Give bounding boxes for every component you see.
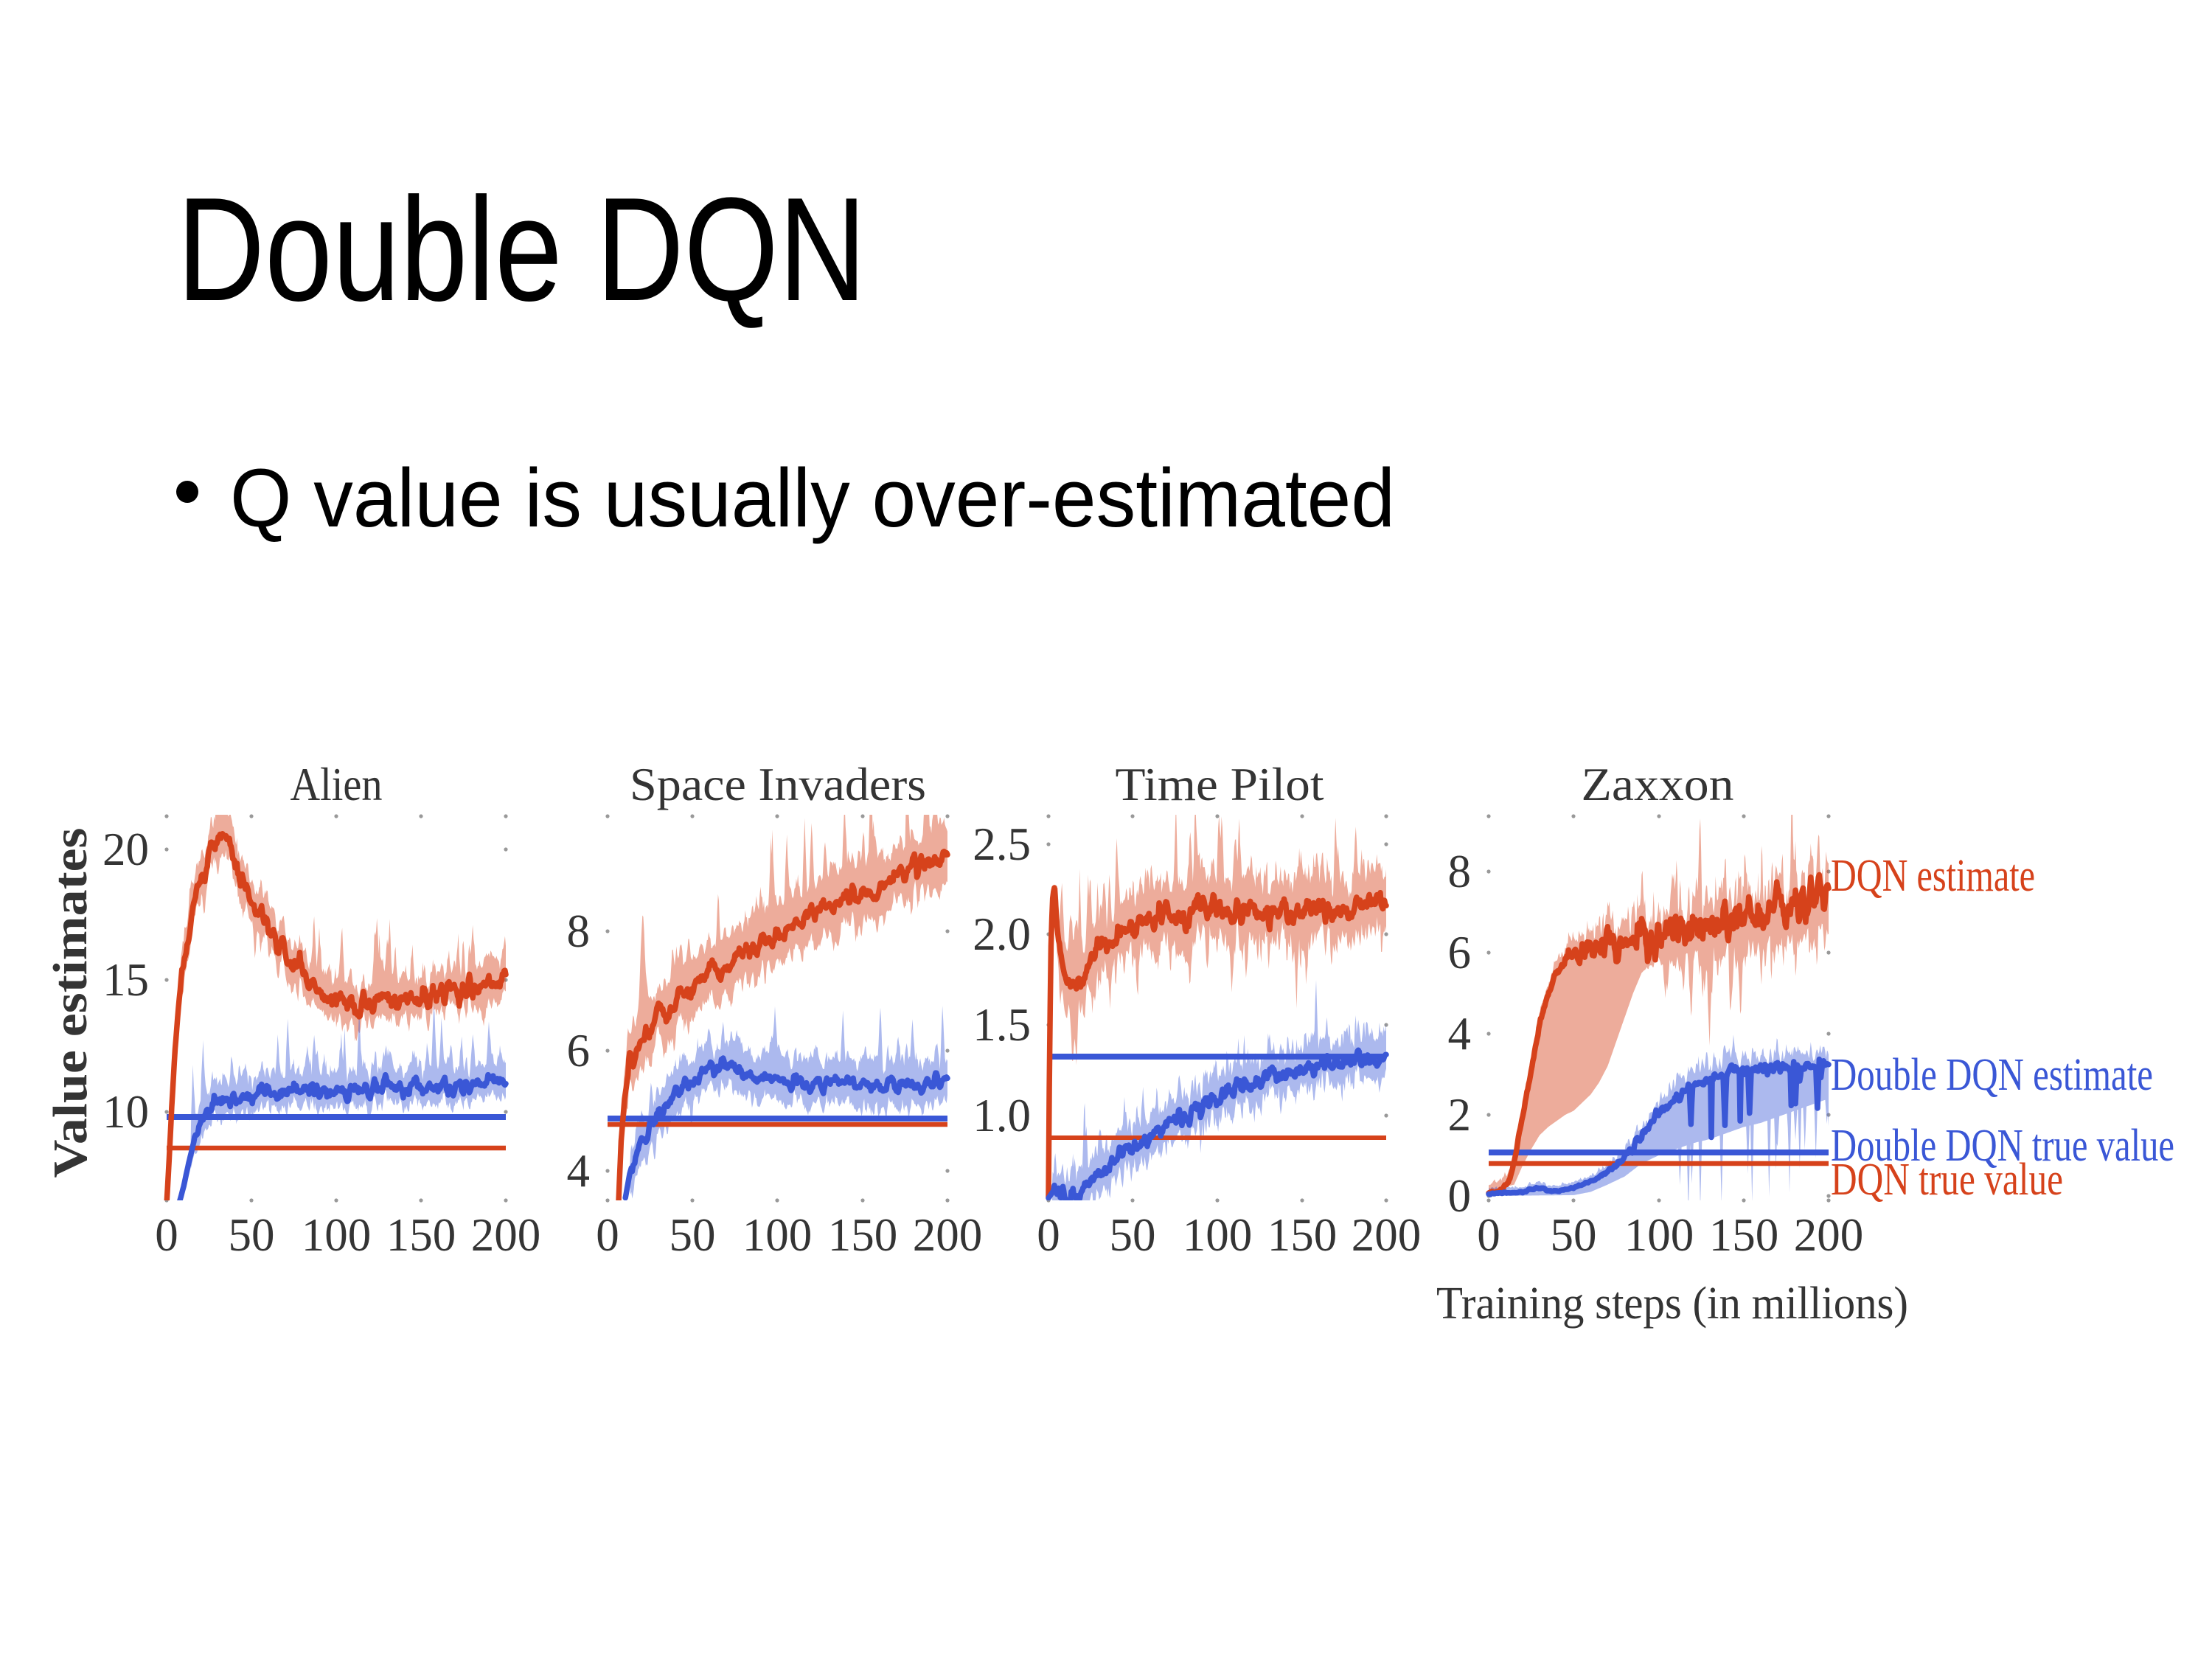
svg-text:4: 4 <box>1448 1008 1472 1060</box>
svg-text:6: 6 <box>1448 927 1472 978</box>
svg-text:50: 50 <box>229 1209 275 1261</box>
svg-text:4: 4 <box>567 1145 591 1197</box>
svg-text:6: 6 <box>567 1025 591 1077</box>
svg-text:150: 150 <box>1267 1209 1338 1261</box>
svg-text:100: 100 <box>302 1209 372 1261</box>
svg-text:100: 100 <box>742 1209 813 1261</box>
svg-text:15: 15 <box>102 954 149 1006</box>
svg-text:Zaxxon: Zaxxon <box>1582 758 1734 810</box>
svg-text:DQN estimate: DQN estimate <box>1831 851 2035 901</box>
svg-text:Time Pilot: Time Pilot <box>1116 758 1324 810</box>
svg-text:Double DQN estimate: Double DQN estimate <box>1831 1050 2153 1100</box>
svg-text:50: 50 <box>1551 1209 1597 1261</box>
svg-text:200: 200 <box>1352 1209 1422 1261</box>
svg-text:200: 200 <box>1794 1209 1864 1261</box>
svg-text:0: 0 <box>1448 1170 1472 1222</box>
svg-text:150: 150 <box>386 1209 456 1261</box>
svg-text:10: 10 <box>102 1086 149 1138</box>
svg-text:1.5: 1.5 <box>973 999 1031 1051</box>
svg-text:20: 20 <box>102 824 149 875</box>
svg-text:150: 150 <box>1709 1209 1779 1261</box>
svg-text:8: 8 <box>1448 846 1472 897</box>
svg-text:Double DQN: Double DQN <box>177 167 866 332</box>
svg-text:DQN true value: DQN true value <box>1831 1155 2063 1205</box>
svg-text:0: 0 <box>155 1209 178 1261</box>
svg-text:50: 50 <box>669 1209 716 1261</box>
svg-text:Value estimates: Value estimates <box>44 828 97 1178</box>
svg-text:Space Invaders: Space Invaders <box>630 758 926 810</box>
svg-text:0: 0 <box>596 1209 619 1261</box>
svg-text:Q value is usually over-estima: Q value is usually over-estimated <box>230 452 1395 544</box>
svg-text:100: 100 <box>1183 1209 1253 1261</box>
svg-text:200: 200 <box>471 1209 541 1261</box>
svg-text:Double DQN true value: Double DQN true value <box>1831 1121 2174 1171</box>
svg-text:0: 0 <box>1477 1209 1500 1261</box>
svg-text:1.0: 1.0 <box>973 1090 1031 1141</box>
svg-text:2.0: 2.0 <box>973 908 1031 960</box>
svg-text:0: 0 <box>1037 1209 1060 1261</box>
svg-text:200: 200 <box>913 1209 983 1261</box>
svg-text:2: 2 <box>1448 1089 1472 1141</box>
svg-text:2.5: 2.5 <box>973 818 1031 870</box>
svg-text:100: 100 <box>1624 1209 1694 1261</box>
svg-text:50: 50 <box>1110 1209 1156 1261</box>
svg-text:8: 8 <box>567 905 591 957</box>
svg-text:Training steps (in millions): Training steps (in millions) <box>1436 1279 1908 1329</box>
svg-text:150: 150 <box>828 1209 898 1261</box>
svg-text:Alien: Alien <box>291 758 383 810</box>
